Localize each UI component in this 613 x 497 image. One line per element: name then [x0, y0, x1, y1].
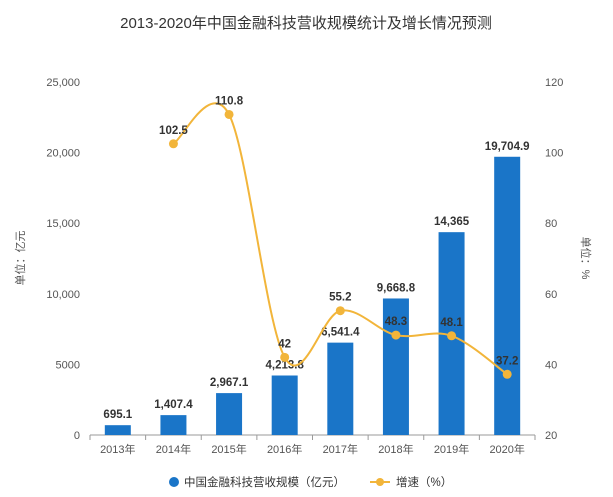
- left-axis-ticks: 0 5000 10,000 15,000 20,000 25,000: [46, 77, 80, 442]
- growth-data-label: 48.1: [440, 317, 463, 329]
- legend-line-dot: [376, 478, 384, 486]
- growth-point: [280, 352, 290, 362]
- x-tick-label: 2015年: [211, 442, 246, 456]
- line-series: [168, 102, 512, 379]
- bar-data-label: 19,704.9: [485, 141, 530, 153]
- growth-data-label: 48.3: [385, 316, 407, 328]
- legend: 中国金融科技营收规模（亿元） 增速（%）: [169, 475, 452, 489]
- bar-data-label: 1,407.4: [154, 399, 193, 411]
- growth-point: [502, 369, 512, 379]
- left-tick-label: 25,000: [46, 77, 80, 89]
- growth-data-label: 102.5: [159, 125, 188, 137]
- x-tick-label: 2020年: [489, 442, 524, 456]
- growth-point: [224, 109, 234, 119]
- right-axis-title: 单位：%: [579, 237, 593, 280]
- left-tick-label: 5000: [56, 359, 80, 371]
- bar: [104, 425, 131, 435]
- x-axis-ticks: 2013年 2014年 2015年 2016年 2017年 2018年 2019年 2020年: [89, 435, 536, 456]
- bar: [382, 298, 409, 435]
- bar-data-label: 2,967.1: [210, 377, 249, 389]
- x-tick-label: 2014年: [156, 442, 191, 456]
- left-tick-label: 15,000: [46, 218, 80, 230]
- growth-data-label: 37.2: [496, 355, 518, 367]
- left-tick-label: 20,000: [46, 148, 80, 160]
- bar: [160, 415, 187, 435]
- right-axis-ticks: 20 40 60 80 100 120: [545, 77, 563, 442]
- x-tick-label: 2013年: [100, 442, 135, 456]
- growth-point: [391, 330, 401, 340]
- left-tick-label: 10,000: [46, 289, 80, 301]
- growth-point: [335, 306, 345, 316]
- bar: [216, 393, 243, 435]
- line-data-labels: 102.5 110.8 42 55.2 48.3 48.1 37.2: [159, 95, 518, 367]
- x-tick-label: 2019年: [434, 442, 469, 456]
- legend-bar-marker: [169, 477, 179, 487]
- bar-series: [104, 156, 521, 435]
- left-axis-title: 单位：亿元: [13, 231, 27, 286]
- right-tick-label: 60: [545, 289, 557, 301]
- bar-data-label: 695.1: [103, 409, 132, 421]
- bar-data-label: 6,541.4: [321, 327, 360, 339]
- chart-title: 2013-2020年中国金融科技营收规模统计及增长情况预测: [120, 15, 492, 32]
- bar-data-label: 4,213.8: [266, 360, 305, 372]
- right-tick-label: 100: [545, 148, 563, 160]
- bar: [271, 375, 298, 435]
- growth-data-label: 55.2: [329, 292, 351, 304]
- growth-data-label: 110.8: [215, 95, 244, 107]
- bar-data-labels: 695.1 1,407.4 2,967.1 4,213.8 6,541.4 9,668.8…: [103, 141, 529, 421]
- bar-data-label: 14,365: [434, 216, 470, 228]
- bar: [494, 156, 521, 435]
- growth-point: [168, 139, 178, 149]
- x-tick-label: 2018年: [378, 442, 413, 456]
- legend-line-label: 增速（%）: [396, 475, 452, 489]
- legend-bar-label: 中国金融科技营收规模（亿元）: [184, 475, 345, 489]
- bar: [327, 342, 354, 435]
- right-tick-label: 40: [545, 359, 557, 371]
- x-tick-label: 2017年: [323, 442, 358, 456]
- bar-data-label: 9,668.8: [377, 282, 416, 294]
- right-tick-label: 20: [545, 430, 557, 442]
- growth-data-label: 42: [278, 338, 291, 350]
- right-tick-label: 120: [545, 77, 563, 89]
- left-tick-label: 0: [74, 430, 80, 442]
- growth-point: [447, 331, 457, 341]
- x-tick-label: 2016年: [267, 442, 302, 456]
- right-tick-label: 80: [545, 218, 557, 230]
